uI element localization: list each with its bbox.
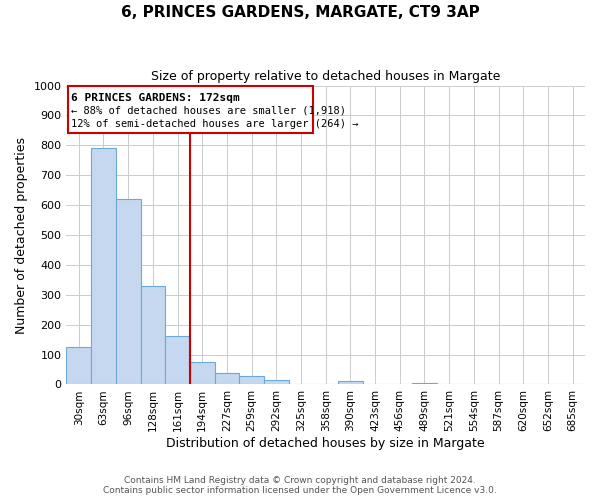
Text: ← 88% of detached houses are smaller (1,918): ← 88% of detached houses are smaller (1,…: [71, 106, 346, 116]
Bar: [412, 383, 437, 384]
Bar: [264, 380, 289, 384]
FancyBboxPatch shape: [68, 86, 313, 134]
Bar: [165, 336, 190, 384]
X-axis label: Distribution of detached houses by size in Margate: Distribution of detached houses by size …: [166, 437, 485, 450]
Bar: [215, 372, 239, 384]
Bar: [116, 199, 140, 384]
Bar: [140, 286, 165, 384]
Text: 12% of semi-detached houses are larger (264) →: 12% of semi-detached houses are larger (…: [71, 120, 359, 130]
Y-axis label: Number of detached properties: Number of detached properties: [15, 136, 28, 334]
Text: 6, PRINCES GARDENS, MARGATE, CT9 3AP: 6, PRINCES GARDENS, MARGATE, CT9 3AP: [121, 5, 479, 20]
Text: 6 PRINCES GARDENS: 172sqm: 6 PRINCES GARDENS: 172sqm: [71, 92, 240, 102]
Bar: [190, 362, 215, 384]
Title: Size of property relative to detached houses in Margate: Size of property relative to detached ho…: [151, 70, 500, 83]
Bar: [239, 376, 264, 384]
Bar: [91, 148, 116, 384]
Bar: [338, 382, 363, 384]
Bar: [67, 347, 91, 385]
Text: Contains HM Land Registry data © Crown copyright and database right 2024.
Contai: Contains HM Land Registry data © Crown c…: [103, 476, 497, 495]
